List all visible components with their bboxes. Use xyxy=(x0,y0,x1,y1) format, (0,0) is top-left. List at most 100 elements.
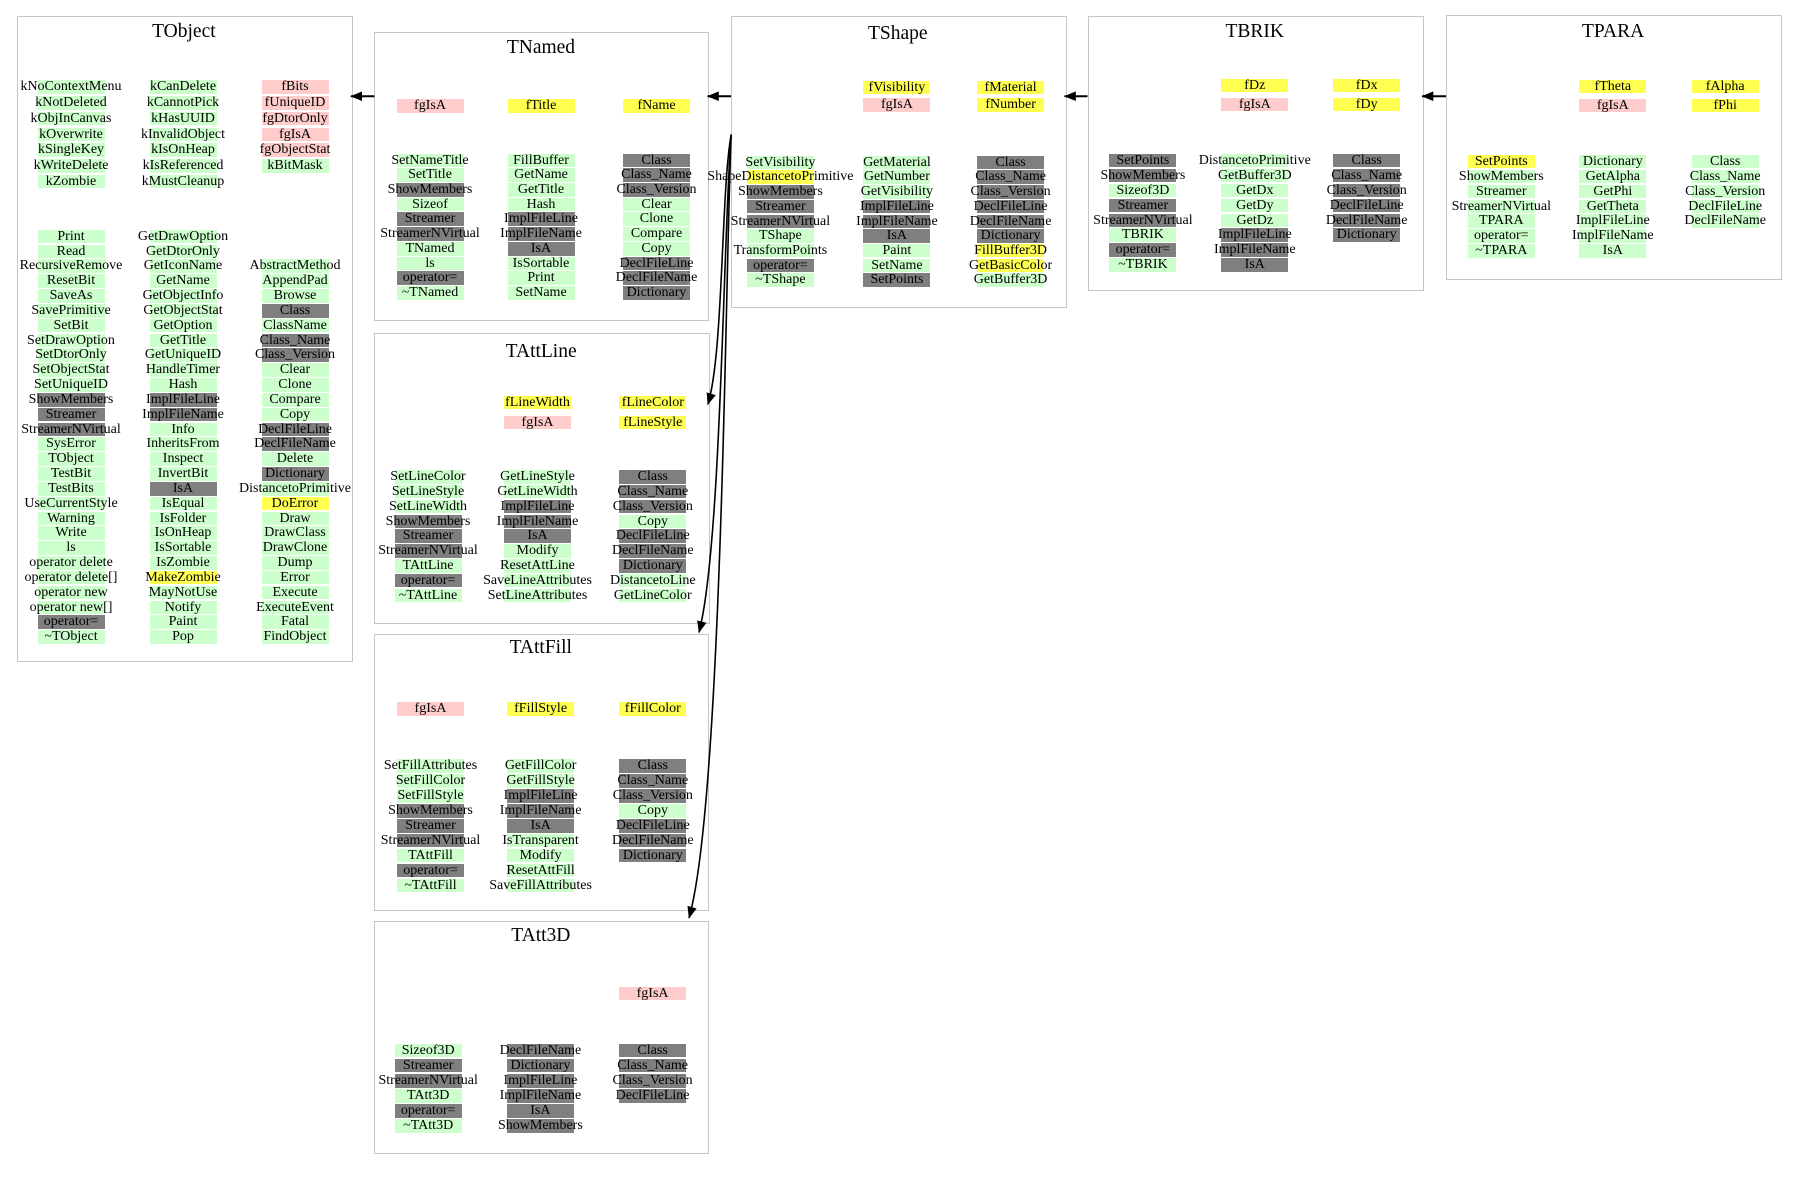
method-label: Compare xyxy=(630,226,683,242)
data-member-highlight: fgIsA xyxy=(504,415,571,430)
method-label: ResetAttLine xyxy=(500,558,575,574)
method-label: HandleTimer xyxy=(145,362,221,378)
class-title-TObject: TObject xyxy=(152,21,216,43)
method-highlight: ShowMembers xyxy=(386,514,470,529)
data-member-highlight: fgIsA xyxy=(619,986,687,1001)
method-label: StreamerNVirtual xyxy=(21,421,121,437)
method-label: Execute xyxy=(272,584,318,600)
method-label: SetPoints xyxy=(870,272,924,288)
method-highlight: SaveFillAttributes xyxy=(489,879,592,893)
method-highlight: Class_Name xyxy=(1690,169,1761,184)
method-label: ShowMembers xyxy=(385,513,471,529)
data-member-label: fDx xyxy=(1355,77,1378,93)
method-label: GetTitle xyxy=(517,181,565,197)
method-label: DeclFileLine xyxy=(615,528,690,544)
method-label: FillBuffer3D xyxy=(974,242,1048,258)
data-member-highlight: kInvalidObject xyxy=(141,127,225,142)
method-label: SetBit xyxy=(53,317,89,333)
method-label: Dictionary xyxy=(510,1057,571,1073)
method-label: ShowMembers xyxy=(498,1118,583,1134)
method-highlight: Execute xyxy=(261,584,329,600)
method-highlight: Copy xyxy=(619,804,687,818)
method-highlight: GetLineStyle xyxy=(500,470,575,484)
method-label: TObject xyxy=(48,451,94,467)
method-label: DoError xyxy=(271,495,319,511)
method-label: TBRIK xyxy=(1121,227,1164,243)
method-label: GetDy xyxy=(1236,197,1274,213)
data-member-highlight: kMustCleanup xyxy=(142,175,224,189)
method-label: Class_Name xyxy=(1331,167,1403,183)
method-highlight: Dictionary xyxy=(619,558,687,574)
method-highlight: GetIconName xyxy=(144,259,222,274)
method-highlight: Read xyxy=(37,244,105,259)
method-highlight: SetPoints xyxy=(863,272,931,288)
method-highlight: Class xyxy=(619,1044,687,1058)
method-label: DeclFileName xyxy=(1684,213,1767,229)
method-label: DeclFileLine xyxy=(1329,197,1404,213)
method-label: SetLineColor xyxy=(390,469,466,484)
method-label: Clear xyxy=(641,196,672,212)
method-label: Hash xyxy=(526,196,556,212)
method-highlight: operator= xyxy=(1109,243,1177,257)
method-highlight: Dictionary xyxy=(1333,228,1401,242)
method-label: InheritsFrom xyxy=(146,436,220,452)
method-highlight: ~TNamed xyxy=(396,285,464,301)
method-label: Notify xyxy=(164,599,202,615)
method-highlight: Class_Version xyxy=(1327,183,1407,198)
method-highlight: AppendPad xyxy=(261,274,329,288)
method-label: SetLineWidth xyxy=(389,498,467,514)
method-highlight: Sizeof xyxy=(396,197,464,212)
method-highlight: Class xyxy=(623,153,690,168)
method-label: GetObjectInfo xyxy=(142,288,224,304)
method-label: GetName xyxy=(514,167,568,183)
method-label: operator= xyxy=(402,270,458,286)
method-label: SetVisibility xyxy=(745,154,816,170)
data-member-label: fgIsA xyxy=(1238,96,1271,112)
method-highlight: ExecuteEvent xyxy=(256,600,334,615)
method-label: Streamer xyxy=(405,817,456,833)
method-label: Fatal xyxy=(281,614,309,630)
method-label: ~TNamed xyxy=(401,285,459,301)
method-label: Inspect xyxy=(162,451,204,467)
method-highlight: DeclFileName xyxy=(254,437,336,451)
method-label: SetPoints xyxy=(1116,152,1170,168)
data-member-highlight: fFillStyle xyxy=(507,702,575,716)
method-highlight: HandleTimer xyxy=(146,363,220,377)
method-label: ExecuteEvent xyxy=(256,599,334,615)
method-highlight: TShape xyxy=(746,228,814,244)
method-highlight: DeclFileName xyxy=(616,271,697,285)
data-member-label: fgDtorOnly xyxy=(262,110,328,126)
method-highlight: Clone xyxy=(261,377,329,393)
method-label: Write xyxy=(55,525,87,541)
method-label: ImplFileName xyxy=(142,406,224,422)
method-highlight: IsZombie xyxy=(149,556,217,570)
method-highlight: GetDz xyxy=(1221,213,1289,228)
method-highlight: operator new[] xyxy=(30,600,112,615)
data-member-label: fPhi xyxy=(1713,97,1737,113)
method-label: TShape xyxy=(759,228,802,244)
method-highlight: GetBuffer3D xyxy=(1218,169,1292,183)
data-member-label: kObjInCanvas xyxy=(30,110,112,126)
data-member-highlight: fgIsA xyxy=(261,127,329,142)
method-highlight: StreamerNVirtual xyxy=(1093,213,1193,228)
data-member-highlight: fName xyxy=(623,99,690,113)
class-title-TNamed: TNamed xyxy=(506,37,576,59)
method-label: ShowMembers xyxy=(1458,168,1544,184)
method-label: Clone xyxy=(639,211,674,227)
method-label: Info xyxy=(171,421,195,437)
method-highlight: SetTitle xyxy=(396,168,464,182)
method-label: Dictionary xyxy=(622,558,683,574)
method-highlight: operator new xyxy=(34,585,108,600)
method-highlight: SetLineAttributes xyxy=(488,588,587,603)
method-highlight: Streamer xyxy=(746,200,814,214)
method-highlight: Draw xyxy=(261,511,329,526)
method-label: SetLineAttributes xyxy=(487,587,588,603)
method-label: Class_Name xyxy=(617,1057,688,1073)
method-highlight: Modify xyxy=(504,544,571,558)
method-label: Clone xyxy=(278,377,312,393)
data-member-highlight: fAlpha xyxy=(1691,80,1759,94)
method-highlight: GetLineColor xyxy=(614,588,692,603)
method-highlight: StreamerNVirtual xyxy=(378,1074,478,1088)
method-highlight: GetObjectStat xyxy=(143,304,223,318)
